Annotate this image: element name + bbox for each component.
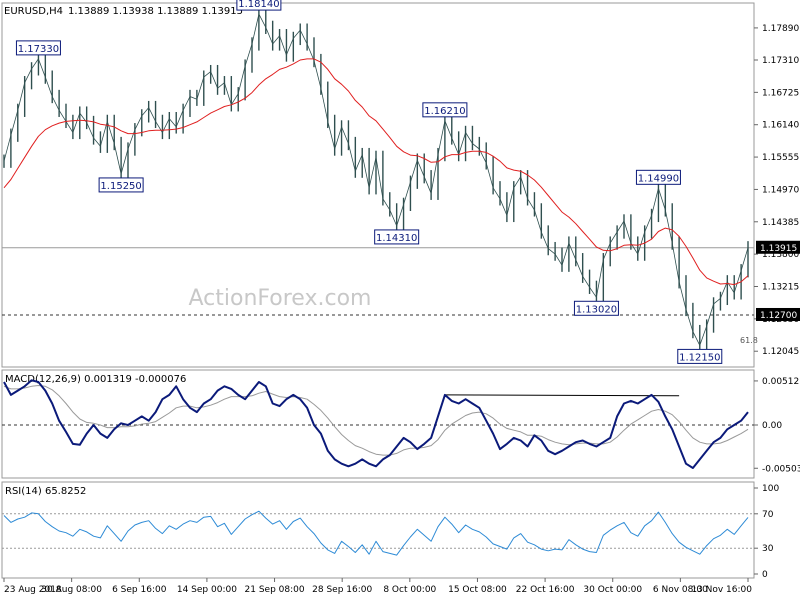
time-axis-label: 23 Aug 2018 (4, 585, 62, 595)
price-tags: 1.13915 1.12700 61.8 (740, 240, 800, 345)
time-axis-label: 30 Oct 00:00 (583, 585, 642, 595)
time-axis-label: 22 Oct 16:00 (516, 585, 575, 595)
time-axis-label: 15 Oct 08:00 (448, 585, 507, 595)
macd-panel: MACD(12,26,9) 0.001319 -0.000076 0.00512… (1, 369, 800, 479)
price-axis-label: 1.17890 (762, 24, 799, 34)
price-series (2, 7, 754, 353)
callout-label: 1.18140 (238, 0, 279, 10)
time-axis-label: 6 Nov 08:00 (653, 585, 708, 595)
macd-axis-label: 0.005127 (762, 377, 800, 387)
price-close-line (3, 13, 749, 346)
support-level-tag: 1.12700 (760, 311, 797, 321)
macd-series (2, 379, 754, 469)
macd-resistance-line (444, 394, 680, 397)
price-axis-label: 1.17310 (762, 56, 799, 66)
rsi-axis: 100 70 30 0 (754, 484, 779, 580)
rsi-axis-label: 70 (762, 510, 774, 520)
rsi-title: RSI(14) 65.8252 (5, 486, 86, 497)
macd-axis-label: -0.005032 (762, 464, 800, 474)
callout-label: 1.17330 (18, 44, 59, 55)
price-axis-label: 1.16140 (762, 121, 799, 131)
callout-box (15, 40, 61, 56)
time-axis-label: 28 Sep 16:00 (312, 585, 372, 595)
fib-corner-label: 61.8 (740, 336, 758, 345)
support-level-tag-bg (756, 307, 800, 321)
price-axis-label: 1.15555 (762, 153, 799, 163)
price-axis-label: 1.13800 (762, 250, 799, 260)
macd-signal-line (3, 385, 749, 456)
price-axis-label: 1.13215 (762, 282, 799, 292)
time-axis-label: 13 Nov 16:00 (691, 585, 752, 595)
watermark: ActionForex.com (189, 286, 372, 311)
ohlc-readout: 1.13889 1.13938 1.13889 1.13915 (68, 6, 243, 17)
callout-box (635, 169, 681, 185)
price-panel: EURUSD,H4 1.13889 1.13938 1.13889 1.1391… (1, 0, 800, 368)
moving-average-line (3, 58, 749, 286)
current-price-tag-bg (756, 240, 800, 254)
rsi-panel: RSI(14) 65.8252 100 70 30 0 (1, 481, 779, 580)
macd-title: MACD(12,26,9) 0.001319 -0.000076 (5, 374, 186, 385)
rsi-panel-frame (1, 481, 755, 579)
callout-label: 1.13020 (576, 304, 617, 315)
callout-box (422, 102, 468, 118)
current-price-tag: 1.13915 (760, 244, 797, 254)
rsi-series (2, 510, 754, 556)
time-axis-label: 21 Sep 08:00 (245, 585, 305, 595)
time-axis-label: 6 Sep 16:00 (112, 585, 167, 595)
rsi-axis-label: 0 (762, 570, 768, 580)
price-axis-label: 1.14970 (762, 185, 799, 195)
rsi-line (3, 510, 749, 556)
macd-axis: 0.005127 0.00 -0.005032 (754, 377, 800, 474)
callout-box (573, 300, 619, 316)
macd-panel-frame (1, 369, 755, 479)
price-axis-label: 1.16725 (762, 88, 799, 98)
rsi-axis-label: 30 (762, 544, 774, 554)
time-axis-label: 30 Aug 08:00 (41, 585, 102, 595)
callout-box (236, 0, 282, 11)
time-axis-label: 14 Sep 00:00 (177, 585, 237, 595)
price-callouts: 1.17330 1.18140 1.15250 1.14310 1.16210 1.130… (15, 0, 723, 364)
callout-label: 1.16210 (424, 106, 465, 117)
callout-label: 1.14990 (638, 173, 679, 184)
symbol-label: EURUSD,H4 (4, 6, 63, 17)
callout-box (374, 229, 420, 245)
callout-label: 1.12150 (679, 352, 720, 363)
price-axis-label: 1.12045 (762, 347, 799, 357)
callout-box (98, 177, 144, 193)
time-axis-label: 8 Oct 00:00 (383, 585, 436, 595)
callout-label: 1.15250 (100, 181, 141, 192)
macd-main-line (3, 379, 749, 469)
callout-box (677, 348, 723, 364)
price-axis-label: 1.14385 (762, 218, 799, 228)
callout-label: 1.14310 (376, 233, 417, 244)
price-panel-frame (1, 2, 755, 368)
macd-axis-label: 0.00 (762, 421, 782, 431)
rsi-axis-label: 100 (762, 484, 779, 494)
